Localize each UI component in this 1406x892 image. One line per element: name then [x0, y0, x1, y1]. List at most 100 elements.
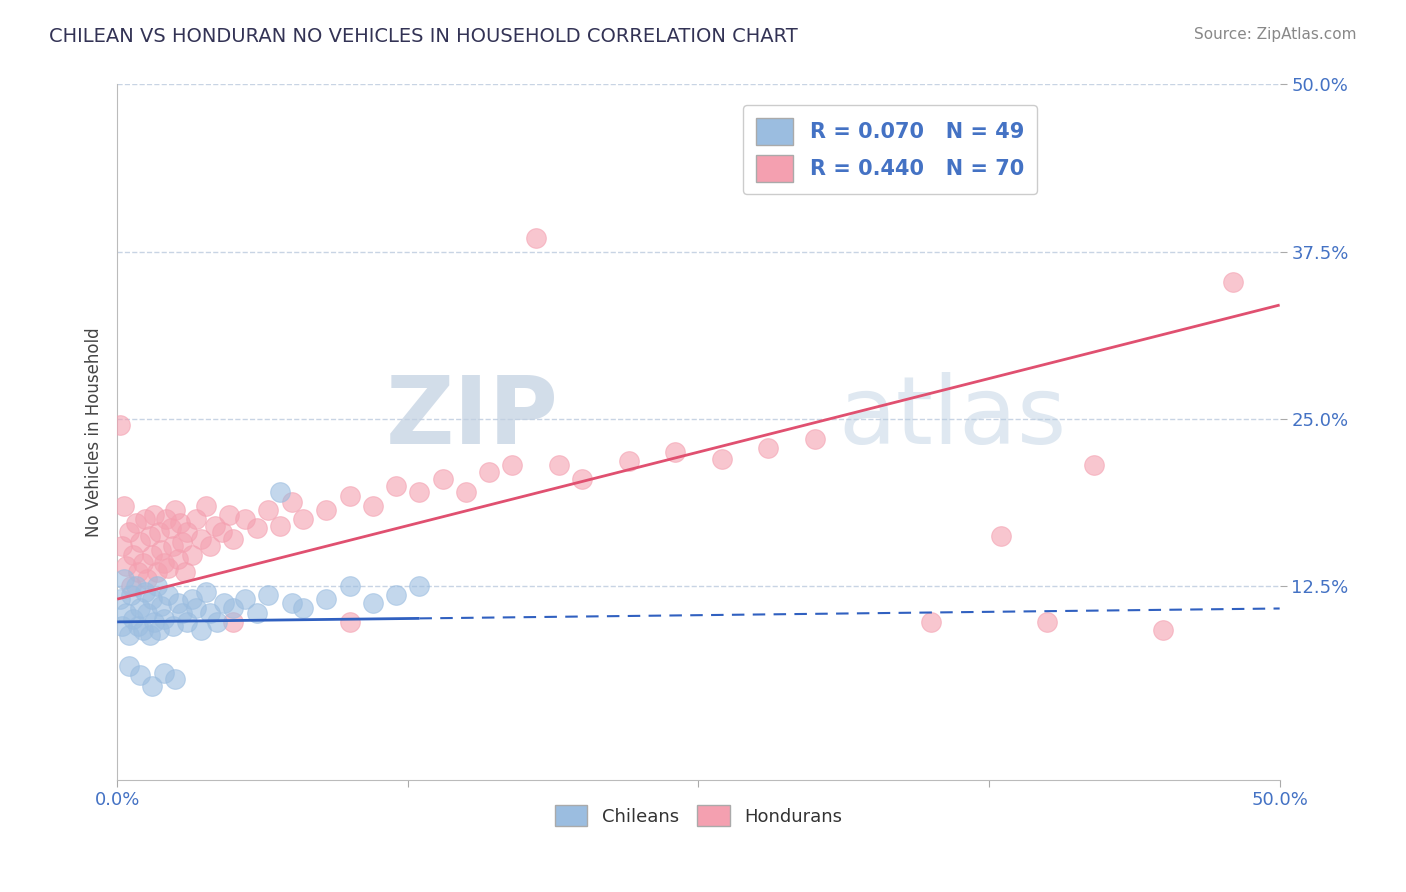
Point	[408, 579, 430, 593]
Point	[548, 458, 571, 473]
Point	[315, 502, 337, 516]
Point	[361, 596, 384, 610]
Point	[246, 521, 269, 535]
Point	[408, 485, 430, 500]
Point	[186, 601, 208, 615]
Point	[478, 465, 501, 479]
Text: CHILEAN VS HONDURAN NO VEHICLES IN HOUSEHOLD CORRELATION CHART: CHILEAN VS HONDURAN NO VEHICLES IN HOUSE…	[49, 27, 799, 45]
Point	[157, 588, 180, 602]
Point	[205, 615, 228, 629]
Point	[118, 659, 141, 673]
Point	[138, 529, 160, 543]
Point	[166, 596, 188, 610]
Point	[1222, 275, 1244, 289]
Point	[180, 592, 202, 607]
Point	[122, 612, 145, 626]
Point	[756, 441, 779, 455]
Point	[134, 585, 156, 599]
Point	[190, 623, 212, 637]
Point	[159, 521, 181, 535]
Point	[152, 556, 174, 570]
Point	[141, 592, 163, 607]
Point	[176, 525, 198, 540]
Point	[127, 619, 149, 633]
Point	[198, 539, 221, 553]
Point	[125, 579, 148, 593]
Point	[115, 606, 138, 620]
Point	[132, 623, 155, 637]
Point	[141, 679, 163, 693]
Point	[148, 525, 170, 540]
Point	[280, 596, 302, 610]
Point	[176, 615, 198, 629]
Point	[148, 623, 170, 637]
Point	[138, 628, 160, 642]
Point	[120, 588, 142, 602]
Point	[617, 454, 640, 468]
Point	[990, 529, 1012, 543]
Point	[111, 539, 134, 553]
Point	[152, 665, 174, 680]
Point	[212, 596, 235, 610]
Point	[118, 628, 141, 642]
Point	[115, 558, 138, 573]
Point	[385, 478, 408, 492]
Point	[211, 525, 233, 540]
Point	[136, 606, 159, 620]
Point	[118, 525, 141, 540]
Point	[122, 548, 145, 562]
Point	[1152, 623, 1174, 637]
Point	[129, 534, 152, 549]
Text: ZIP: ZIP	[387, 372, 560, 464]
Point	[269, 518, 291, 533]
Point	[710, 451, 733, 466]
Point	[524, 231, 547, 245]
Point	[129, 601, 152, 615]
Point	[155, 512, 177, 526]
Point	[222, 532, 245, 546]
Point	[150, 599, 173, 613]
Point	[385, 588, 408, 602]
Point	[204, 518, 226, 533]
Point	[108, 418, 131, 433]
Point	[803, 432, 825, 446]
Point	[143, 508, 166, 522]
Point	[120, 579, 142, 593]
Point	[108, 592, 131, 607]
Point	[339, 615, 361, 629]
Point	[222, 601, 245, 615]
Point	[150, 542, 173, 557]
Point	[152, 612, 174, 626]
Point	[186, 512, 208, 526]
Point	[454, 485, 477, 500]
Point	[134, 512, 156, 526]
Point	[172, 534, 194, 549]
Point	[194, 585, 217, 599]
Point	[1083, 458, 1105, 473]
Point	[218, 508, 240, 522]
Point	[292, 601, 315, 615]
Point	[222, 615, 245, 629]
Point	[141, 548, 163, 562]
Point	[143, 615, 166, 629]
Y-axis label: No Vehicles in Household: No Vehicles in Household	[86, 327, 103, 537]
Point	[315, 592, 337, 607]
Text: Source: ZipAtlas.com: Source: ZipAtlas.com	[1194, 27, 1357, 42]
Point	[501, 458, 523, 473]
Point	[246, 606, 269, 620]
Text: atlas: atlas	[838, 372, 1066, 464]
Point	[190, 532, 212, 546]
Point	[112, 499, 135, 513]
Point	[173, 566, 195, 580]
Point	[198, 606, 221, 620]
Point	[172, 606, 194, 620]
Point	[129, 668, 152, 682]
Point	[180, 548, 202, 562]
Point	[233, 592, 256, 607]
Point	[292, 512, 315, 526]
Point	[157, 561, 180, 575]
Point	[280, 494, 302, 508]
Point	[571, 472, 593, 486]
Point	[162, 539, 184, 553]
Point	[339, 579, 361, 593]
